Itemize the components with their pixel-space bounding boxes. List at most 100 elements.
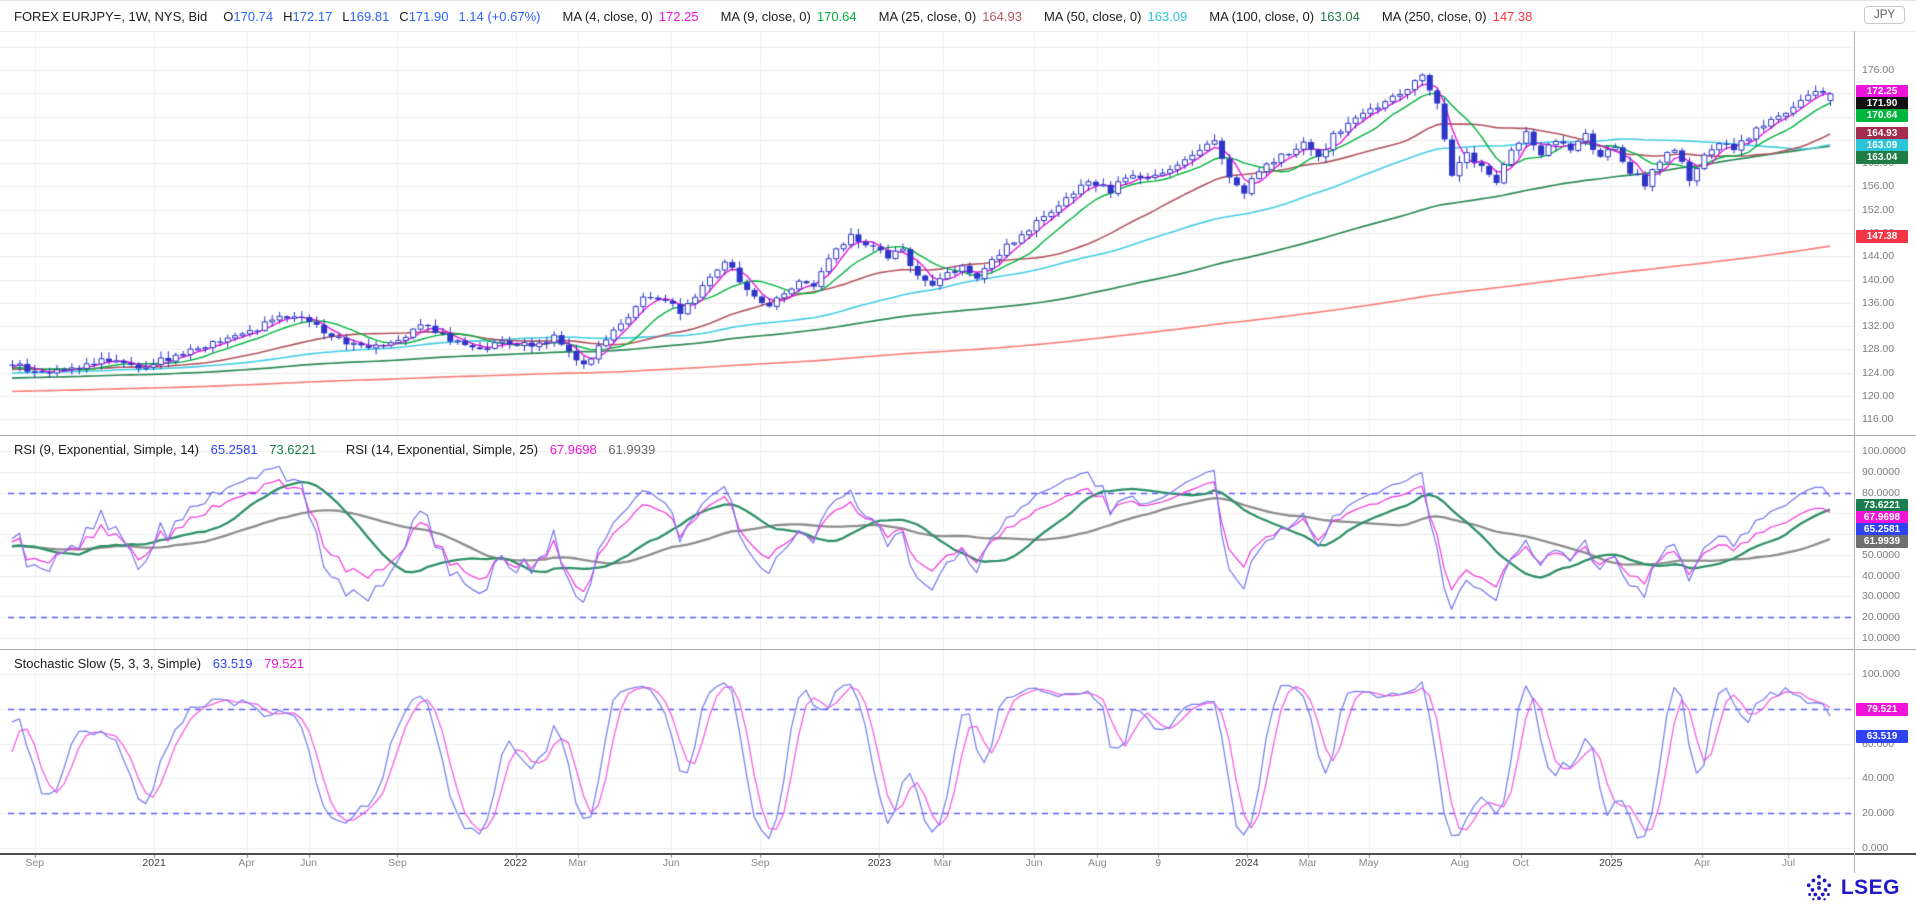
axis-tick-label: 0.000: [1862, 842, 1889, 854]
ma-legend-item[interactable]: MA (100, close, 0) 163.04: [1209, 9, 1360, 24]
ma-label: MA (250, close, 0): [1381, 8, 1487, 24]
price-badge: 65.2581: [1856, 522, 1908, 536]
time-label-month: Aug: [1450, 857, 1470, 869]
brand-footer: LSEG: [1804, 874, 1900, 902]
rsi9-label: RSI (9, Exponential, Simple, 14): [14, 442, 199, 457]
axis-tick-label: 152.00: [1862, 203, 1895, 216]
axis-tick-label: 80.0000: [1862, 486, 1900, 499]
price-badge: 171.90: [1856, 96, 1908, 110]
rsi9-value: 65.2581: [210, 442, 258, 457]
rsi-pane-separator: [0, 435, 1916, 436]
price-badge: 164.93: [1856, 127, 1908, 141]
close-value: C171.90: [399, 8, 449, 24]
price-badge: 63.519: [1856, 730, 1908, 744]
ma-value: 172.25: [658, 8, 699, 24]
time-label-month: Mar: [1298, 857, 1317, 869]
time-label-year: 2023: [867, 857, 892, 869]
price-badge: 172.25: [1856, 84, 1908, 98]
axis-tick-label: 116.00: [1862, 413, 1894, 426]
price-badge: 170.64: [1856, 108, 1908, 122]
rsi9-signal-value: 73.6221: [269, 442, 317, 457]
price-badge: 163.04: [1856, 151, 1908, 165]
ma-legend-item[interactable]: MA (4, close, 0) 172.25: [562, 9, 698, 24]
time-label-month: Oct: [1512, 857, 1529, 869]
price-badge: 67.9698: [1856, 510, 1908, 524]
time-label-month: Sep: [750, 857, 770, 869]
time-label-month: Mar: [933, 857, 952, 869]
ma-value: 163.09: [1147, 8, 1188, 24]
price-badge: 147.38: [1856, 229, 1908, 243]
time-label-month: Jun: [662, 857, 680, 869]
stochastic-pane-separator: [0, 649, 1916, 650]
stoch-k-value: 63.519: [212, 656, 253, 671]
ma-label: MA (100, close, 0): [1209, 8, 1315, 24]
chart-header: FOREX EURJPY=, 1W, NYS, Bid O170.74 H172…: [0, 1, 1532, 31]
rsi14-signal-value: 61.9939: [608, 442, 656, 457]
axis-tick-label: 176.00: [1862, 64, 1895, 76]
time-label-month: Apr: [1693, 857, 1711, 869]
axis-tick-label: 30.0000: [1862, 590, 1900, 603]
axis-tick-label: 100.000: [1862, 668, 1900, 680]
ma-legend-item[interactable]: MA (9, close, 0) 170.64: [721, 9, 857, 24]
time-label-year: 2021: [142, 857, 166, 869]
open-value: O170.74: [223, 8, 274, 24]
symbol-title[interactable]: FOREX EURJPY=, 1W, NYS, Bid: [14, 8, 208, 24]
axis-tick-label: 156.00: [1862, 180, 1895, 193]
ma-label: MA (4, close, 0): [562, 8, 653, 24]
ma-value: 170.64: [816, 8, 857, 24]
time-label-month: May: [1358, 857, 1379, 869]
high-value: H172.17: [283, 8, 333, 24]
lseg-logo-icon: [1806, 874, 1831, 901]
time-label-month: Mar: [568, 857, 587, 869]
axis-tick-label: 10.0000: [1862, 632, 1900, 644]
rsi-legend[interactable]: RSI (9, Exponential, Simple, 14) 65.2581…: [14, 442, 663, 457]
ma-label: MA (25, close, 0): [878, 8, 977, 24]
time-label-month: Jun: [300, 857, 318, 869]
axis-tick-label: 90.0000: [1862, 465, 1900, 478]
ma-value: 164.93: [982, 8, 1022, 24]
time-label-month: Sep: [388, 857, 407, 869]
low-value: L169.81: [342, 8, 390, 24]
axis-tick-label: 40.000: [1862, 772, 1895, 785]
ma-value: 163.04: [1320, 8, 1360, 24]
stochastic-label: Stochastic Slow (5, 3, 3, Simple): [14, 656, 202, 671]
time-label-year: 2024: [1235, 857, 1259, 869]
time-axis-separator: [0, 853, 1916, 855]
rsi14-value: 67.9698: [549, 442, 597, 457]
ma-legend-item[interactable]: MA (50, close, 0) 163.09: [1044, 9, 1187, 24]
axis-tick-label: 132.00: [1862, 320, 1895, 333]
rsi14-label: RSI (14, Exponential, Simple, 25): [345, 442, 539, 457]
stochastic-legend[interactable]: Stochastic Slow (5, 3, 3, Simple) 63.519…: [14, 656, 312, 671]
axis-tick-label: 50.0000: [1862, 548, 1900, 561]
stoch-d-value: 79.521: [264, 656, 304, 671]
ma-legend-item[interactable]: MA (25, close, 0) 164.93: [879, 9, 1022, 24]
axis-tick-label: 136.00: [1862, 296, 1895, 309]
axis-tick-label: 40.0000: [1862, 569, 1900, 582]
time-label-year: 2025: [1599, 857, 1623, 869]
axis-tick-label: 20.0000: [1862, 611, 1900, 624]
ma-label: MA (9, close, 0): [720, 8, 811, 24]
axis-tick-label: 140.00: [1862, 273, 1895, 286]
ma-value: 147.38: [1492, 8, 1533, 24]
ma-label: MA (50, close, 0): [1043, 8, 1142, 24]
price-axis-border: [1854, 31, 1855, 873]
time-label-month: Jul: [1781, 857, 1796, 869]
currency-axis-chip[interactable]: JPY: [1864, 6, 1906, 24]
axis-tick-label: 20.000: [1862, 807, 1895, 820]
time-label-month: Aug: [1087, 857, 1107, 869]
change-value: 1.14 (+0.67%): [458, 8, 541, 24]
axis-tick-label: 124.00: [1862, 366, 1895, 379]
axis-tick-label: 120.00: [1862, 389, 1895, 402]
time-label-month: 9: [1155, 857, 1162, 869]
price-badge: 73.6221: [1856, 498, 1908, 512]
time-label-month: Jun: [1025, 857, 1043, 869]
ma-legend-item[interactable]: MA (250, close, 0) 147.38: [1382, 9, 1533, 24]
header-separator: [0, 31, 1916, 32]
axis-tick-label: 128.00: [1862, 343, 1895, 356]
time-label-month: Apr: [238, 857, 255, 869]
price-badge: 79.521: [1856, 702, 1908, 716]
price-badge: 163.09: [1856, 139, 1908, 153]
price-badge: 61.9939: [1856, 534, 1908, 548]
